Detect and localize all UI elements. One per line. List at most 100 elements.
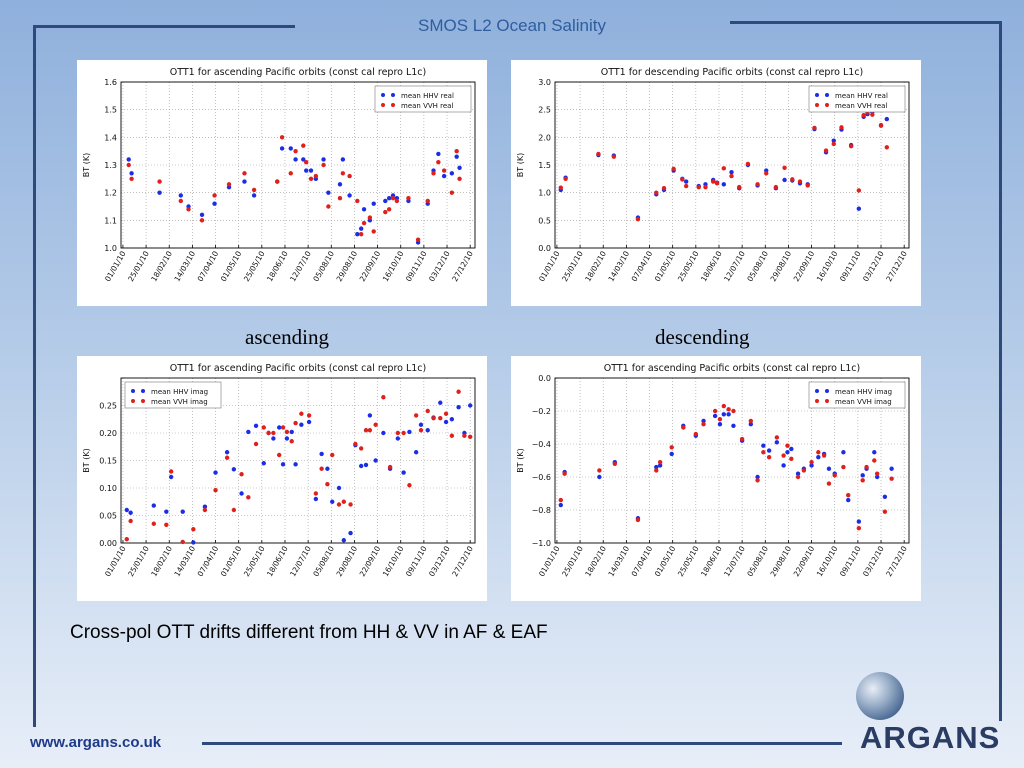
legend-label: mean VVH real [835,102,887,110]
data-point-series-1 [785,450,790,455]
data-point-series-1 [401,470,406,475]
data-point-series-2 [341,499,347,504]
x-tick-label: 09/11/10 [838,249,863,283]
y-tick-label: 1.5 [104,106,117,115]
data-point-series-2 [872,458,877,463]
y-tick-label: 1.0 [104,244,117,253]
y-tick-label: −0.8 [532,506,551,515]
data-point-series-1 [279,146,285,151]
data-point-series-1 [348,530,353,536]
data-point-series-2 [406,196,411,201]
data-point-series-1 [669,451,674,457]
data-point-series-2 [395,430,401,436]
legend-marker [825,389,829,393]
data-point-series-2 [306,413,312,418]
data-point-series-2 [701,422,706,427]
data-point-series-2 [358,446,364,451]
data-point-series-2 [755,478,760,483]
legend-marker [141,389,145,393]
data-point-series-2 [355,198,360,204]
y-tick-label: 1.6 [104,78,117,87]
y-tick-label: 0.10 [99,484,117,493]
x-tick-label: 01/05/10 [653,544,678,578]
x-tick-label: 14/03/10 [606,544,631,578]
x-tick-label: 07/04/10 [196,544,221,578]
data-point-series-2 [226,182,232,187]
y-tick-label: 0.15 [99,457,117,466]
data-point-series-1 [726,412,731,417]
frame-bottom [202,742,842,745]
data-point-series-1 [386,196,392,201]
data-point-series-2 [681,425,686,430]
data-point-series-2 [680,177,685,182]
x-tick-label: 01/05/10 [653,249,678,283]
y-tick-label: 0.00 [99,539,117,548]
x-tick-label: 29/08/10 [335,249,360,283]
data-point-series-1 [395,436,401,441]
data-point-series-2 [325,481,330,487]
x-tick-label: 01/01/10 [537,249,562,283]
data-point-series-2 [774,435,780,440]
legend-marker [391,93,395,97]
legend-label: mean HHV real [401,92,454,100]
x-tick-label: 07/04/10 [630,544,655,578]
chart-descending-imag: OTT1 for ascending Pacific orbits (const… [516,363,910,578]
data-point-series-2 [224,455,230,460]
data-point-series-2 [635,517,641,523]
data-point-series-2 [884,145,890,150]
data-point-series-1 [293,462,298,467]
data-point-series-2 [846,492,851,498]
data-point-series-1 [721,182,727,187]
data-point-series-2 [289,439,294,444]
data-point-series-2 [874,471,880,476]
data-point-series-1 [367,413,373,418]
data-point-series-2 [308,176,314,182]
legend-label: mean VVH imag [151,398,208,406]
data-point-series-1 [712,413,718,419]
data-point-series-1 [199,212,205,217]
data-point-series-1 [164,509,169,514]
y-tick-label: 1.5 [538,161,551,170]
legend-marker [391,103,395,107]
y-axis-label: BT (K) [516,448,525,472]
data-point-series-2 [390,196,396,201]
data-point-series-1 [683,179,689,184]
frame-right [999,21,1002,721]
legend-marker [825,103,829,107]
data-point-series-2 [353,441,358,447]
data-point-series-2 [157,179,162,184]
data-point-series-2 [381,395,386,400]
x-tick-label: 03/12/10 [427,544,452,578]
x-tick-label: 03/12/10 [427,249,452,283]
x-tick-label: 18/02/10 [583,249,608,283]
data-point-series-2 [805,183,810,188]
y-tick-label: 0.0 [538,244,551,253]
data-point-series-2 [467,434,473,440]
data-point-series-2 [313,173,319,179]
data-point-series-1 [882,494,888,499]
data-point-series-2 [717,417,723,422]
data-point-series-1 [253,423,259,429]
data-point-series-1 [308,168,314,173]
website-link[interactable]: www.argans.co.uk [30,734,162,751]
data-point-series-2 [284,429,290,435]
legend-marker [815,93,819,97]
data-point-series-2 [766,455,772,460]
x-tick-label: 03/12/10 [861,544,886,578]
data-point-series-1 [129,171,134,176]
data-point-series-2 [178,198,184,204]
data-point-series-1 [246,429,251,435]
data-point-series-1 [180,509,185,514]
data-point-series-2 [191,527,196,532]
plot-area [120,81,476,249]
data-point-series-2 [407,483,412,488]
data-point-series-2 [199,218,205,223]
data-point-series-1 [284,436,290,441]
frame-top-right [730,21,1002,24]
legend-marker [141,399,145,403]
x-tick-label: 12/07/10 [288,544,313,578]
chart-title: OTT1 for ascending Pacific orbits (const… [170,67,427,78]
y-tick-label: 1.1 [104,216,117,225]
data-point-series-1 [889,466,894,471]
y-tick-label: 0.5 [538,216,551,225]
